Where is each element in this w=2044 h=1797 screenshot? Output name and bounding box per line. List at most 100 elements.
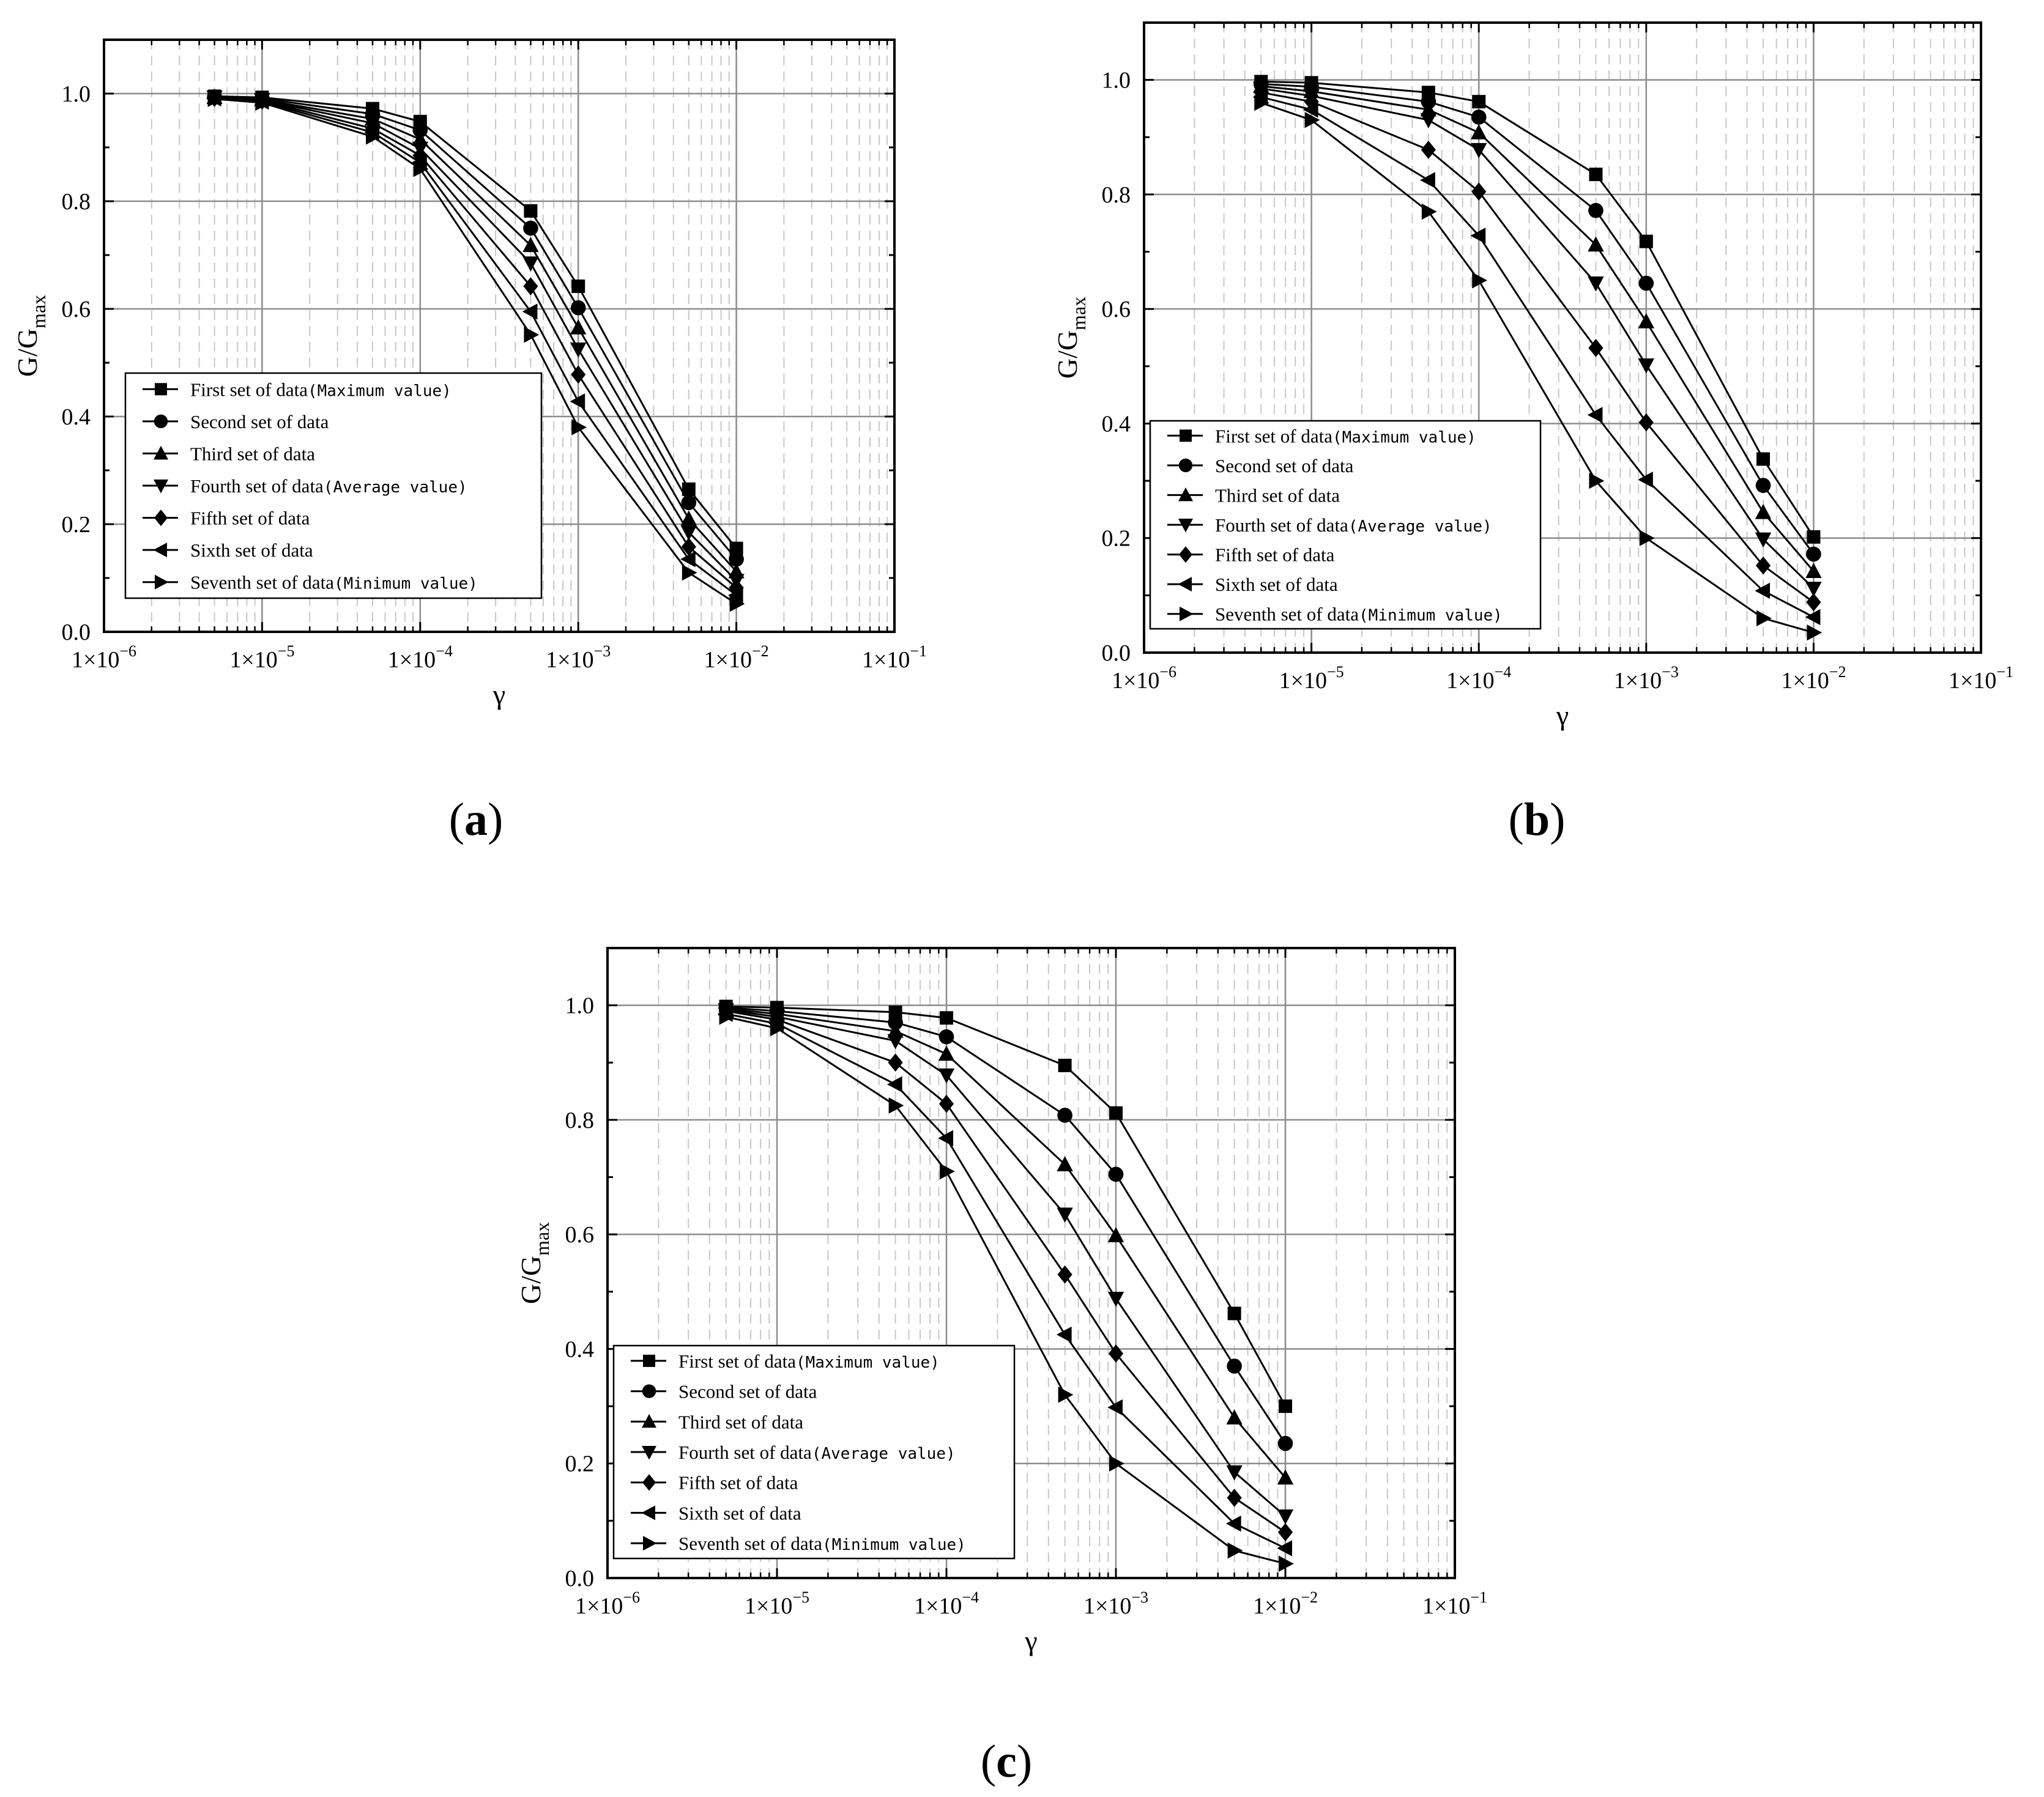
legend-circle-marker: [1178, 458, 1193, 473]
data-point: [1227, 1358, 1242, 1374]
data-point: [1806, 546, 1821, 562]
data-point: [940, 1163, 955, 1180]
panel-caption-open: (: [449, 794, 464, 845]
legend-open-paren: (: [1332, 428, 1342, 446]
y-tick-label: 0.6: [62, 297, 91, 322]
data-point: [571, 280, 585, 294]
x-tick-base: 1×10: [1112, 668, 1159, 694]
data-point: [1807, 530, 1821, 544]
legend-series-note: Minimum value: [344, 575, 469, 593]
x-tick-exponent: −4: [1495, 663, 1512, 681]
data-point: [680, 510, 697, 526]
legend-open-paren: (: [812, 1445, 822, 1463]
legend-close-paren: ): [1482, 517, 1492, 536]
x-tick-label: 1×10−2: [1781, 663, 1846, 694]
series-line: [726, 1015, 1286, 1565]
data-point: [1279, 1555, 1294, 1572]
legend-square-marker: [643, 1354, 655, 1367]
x-tick-label: 1×10−4: [1446, 663, 1511, 694]
data-point: [570, 319, 587, 335]
plot-frame: [606, 947, 1456, 1579]
legend-series-name: Second set of data: [678, 1381, 817, 1402]
legend-label: Sixth set of data: [190, 539, 313, 561]
data-point: [1471, 124, 1487, 139]
legend-triangle-up-marker: [1178, 487, 1193, 502]
data-point: [523, 220, 538, 236]
data-point: [1420, 101, 1437, 117]
x-tick-base: 1×10: [575, 1593, 623, 1619]
legend-triangle-right-marker: [643, 1536, 657, 1551]
x-tick-exponent: −1: [1470, 1588, 1487, 1606]
legend-open-paren: (: [1348, 517, 1358, 536]
legend-series-note: Minimum value: [832, 1536, 957, 1554]
legend-triangle-down-marker: [154, 480, 168, 494]
legend-diamond-marker: [154, 509, 168, 527]
data-point: [887, 1023, 904, 1038]
series-line: [1260, 91, 1815, 603]
chart-panel: 0.00.20.40.60.81.01×10−6 1×10−5 1×10−4 1×10…: [1052, 21, 2013, 731]
x-axis-title: γ: [492, 679, 505, 710]
series-line: [1261, 85, 1815, 572]
data-point: [1638, 413, 1654, 432]
x-tick-exponent: −3: [1131, 1588, 1148, 1606]
y-tick-label: 0.4: [62, 404, 91, 430]
legend-series-note: Maximum value: [1342, 428, 1467, 446]
legend-close-paren: ): [468, 575, 478, 593]
legend-box: [612, 1344, 1016, 1560]
x-tick-label: 1×10−1: [862, 642, 927, 673]
data-point: [522, 256, 539, 272]
legend-close-paren: ): [442, 382, 452, 400]
legend-series-name: Sixth set of data: [1215, 574, 1338, 595]
legend-triangle-up-marker: [154, 445, 168, 460]
y-axis-title-main: G/G: [1052, 330, 1083, 379]
data-point: [1471, 143, 1487, 158]
series-line: [1261, 80, 1815, 538]
x-tick-exponent: −6: [623, 1588, 640, 1606]
series-line: [1260, 87, 1815, 590]
data-point: [1107, 1399, 1123, 1416]
panel-caption-close: ): [1550, 794, 1565, 845]
x-tick-base: 1×10: [1253, 1593, 1301, 1619]
legend-circle-marker: [642, 1384, 656, 1398]
legend-series-name: Fourth set of data: [1215, 514, 1348, 536]
legend-triangle-down-marker: [642, 1446, 656, 1460]
x-tick-exponent: −1: [1996, 663, 2013, 681]
x-tick-exponent: −4: [962, 1588, 979, 1606]
data-point: [1107, 1227, 1124, 1243]
data-point: [1420, 172, 1435, 188]
data-point: [729, 596, 745, 612]
data-point: [522, 303, 538, 320]
data-point: [1304, 111, 1320, 128]
x-tick-base: 1×10: [388, 647, 436, 673]
legend-open-paren: (: [822, 1536, 832, 1554]
data-point: [1805, 582, 1822, 597]
data-point: [682, 565, 697, 581]
x-tick-label: 1×10−3: [1083, 1588, 1148, 1619]
legend: First set of data(Maximum value)Second s…: [612, 1344, 1016, 1560]
legend-close-paren: ): [1493, 607, 1503, 625]
legend-series-name: Fifth set of data: [190, 508, 310, 529]
x-tick-exponent: −3: [594, 642, 611, 660]
legend-series-name: Third set of data: [678, 1411, 803, 1432]
data-point: [524, 327, 540, 343]
x-tick-exponent: −2: [1301, 1588, 1318, 1606]
legend-label: Seventh set of data(Minimum value): [1215, 604, 1503, 625]
data-point: [1638, 358, 1654, 374]
data-point: [1107, 1292, 1124, 1307]
data-point: [412, 122, 428, 138]
data-point: [1421, 203, 1437, 220]
legend-label: Fifth set of data: [190, 508, 310, 529]
legend-triangle-right-marker: [1180, 606, 1194, 621]
data-point: [940, 1011, 953, 1025]
x-tick-label: 1×10−2: [704, 642, 769, 673]
data-point: [1589, 472, 1605, 489]
data-point: [1277, 1540, 1292, 1557]
data-point: [1057, 1265, 1072, 1284]
data-point: [1755, 503, 1772, 519]
data-point: [1588, 339, 1604, 357]
legend-label: Second set of data: [678, 1381, 817, 1402]
legend-label: Third set of data: [190, 443, 315, 464]
panel-caption-letter: b: [1524, 794, 1550, 845]
legend: First set of data(Maximum value)Second s…: [124, 372, 543, 599]
x-tick-label: 1×10−1: [1422, 1588, 1487, 1619]
